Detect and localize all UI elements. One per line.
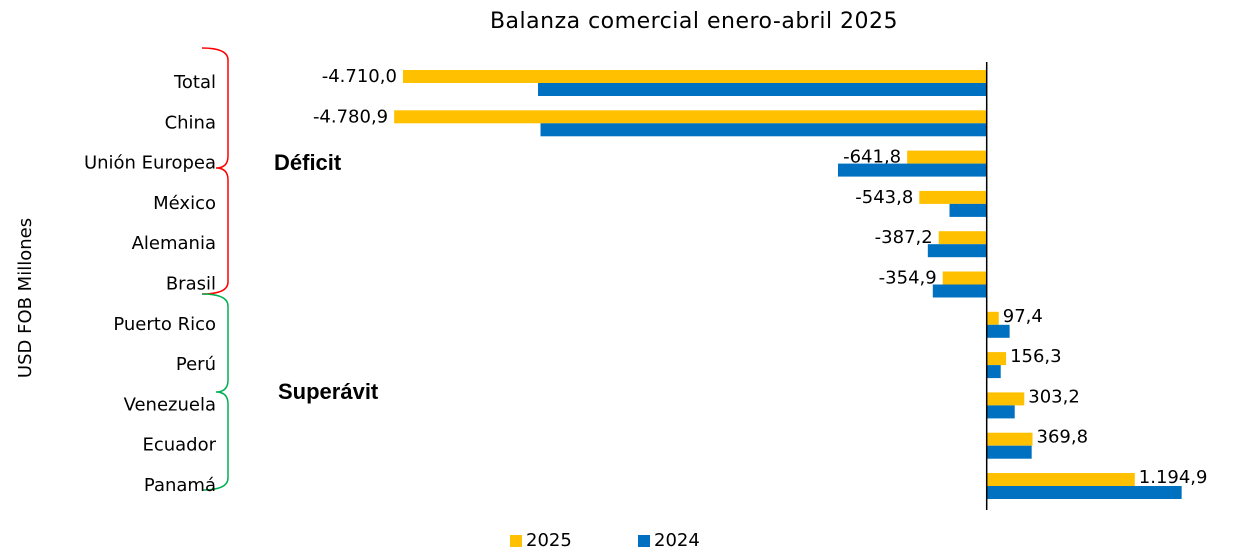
legend-swatch — [638, 535, 650, 547]
bar — [837, 163, 987, 177]
bar — [938, 231, 987, 245]
y-tick-label: Ecuador — [142, 435, 216, 456]
y-axis-label: USD FOB Millones — [15, 218, 36, 378]
y-tick-label: China — [165, 112, 216, 133]
annotation: Superávit — [278, 379, 379, 404]
bar — [402, 70, 987, 83]
bar — [907, 150, 987, 164]
data-label: -543,8 — [855, 187, 913, 208]
data-label: -4.710,0 — [322, 66, 397, 87]
bar — [942, 271, 987, 285]
deficit-brace — [201, 47, 229, 295]
y-tick-label: Total — [173, 72, 216, 93]
bar — [986, 365, 1001, 379]
bar — [394, 110, 987, 124]
bar — [986, 473, 1135, 486]
data-label: -641,8 — [843, 147, 901, 168]
y-tick-label: Venezuela — [124, 394, 216, 415]
bar — [986, 352, 1007, 366]
bar — [986, 445, 1032, 459]
data-label: -4.780,9 — [313, 106, 388, 127]
bar — [986, 324, 1010, 338]
y-tick-label: México — [153, 193, 216, 214]
bar — [986, 486, 1182, 499]
legend-label: 2024 — [654, 530, 700, 551]
y-tick-label: Unión Europea — [84, 153, 216, 174]
bar — [949, 203, 987, 217]
bar — [540, 123, 987, 137]
bar — [986, 405, 1015, 419]
bar — [986, 392, 1025, 406]
annotation: Déficit — [274, 150, 342, 175]
bar — [919, 190, 987, 204]
bar — [986, 432, 1033, 446]
bar — [538, 83, 987, 96]
superavit-brace — [201, 293, 229, 491]
bar — [986, 311, 999, 325]
data-label: -387,2 — [875, 227, 933, 248]
chart-title: Balanza comercial enero-abril 2025 — [490, 9, 898, 34]
legend-swatch — [510, 535, 522, 547]
bar — [932, 284, 987, 298]
y-tick-label: Panamá — [144, 475, 216, 496]
bar — [927, 244, 987, 258]
data-label: 369,8 — [1037, 427, 1089, 448]
data-label: 1.194,9 — [1139, 467, 1208, 488]
legend-label: 2025 — [526, 530, 572, 551]
data-label: 97,4 — [1003, 306, 1043, 327]
data-label: -354,9 — [879, 268, 937, 289]
data-label: 156,3 — [1010, 346, 1062, 367]
y-tick-label: Brasil — [166, 274, 216, 295]
y-tick-label: Perú — [176, 354, 216, 375]
y-tick-label: Puerto Rico — [113, 314, 216, 335]
y-tick-label: Alemania — [132, 233, 216, 254]
data-label: 303,2 — [1028, 386, 1080, 407]
